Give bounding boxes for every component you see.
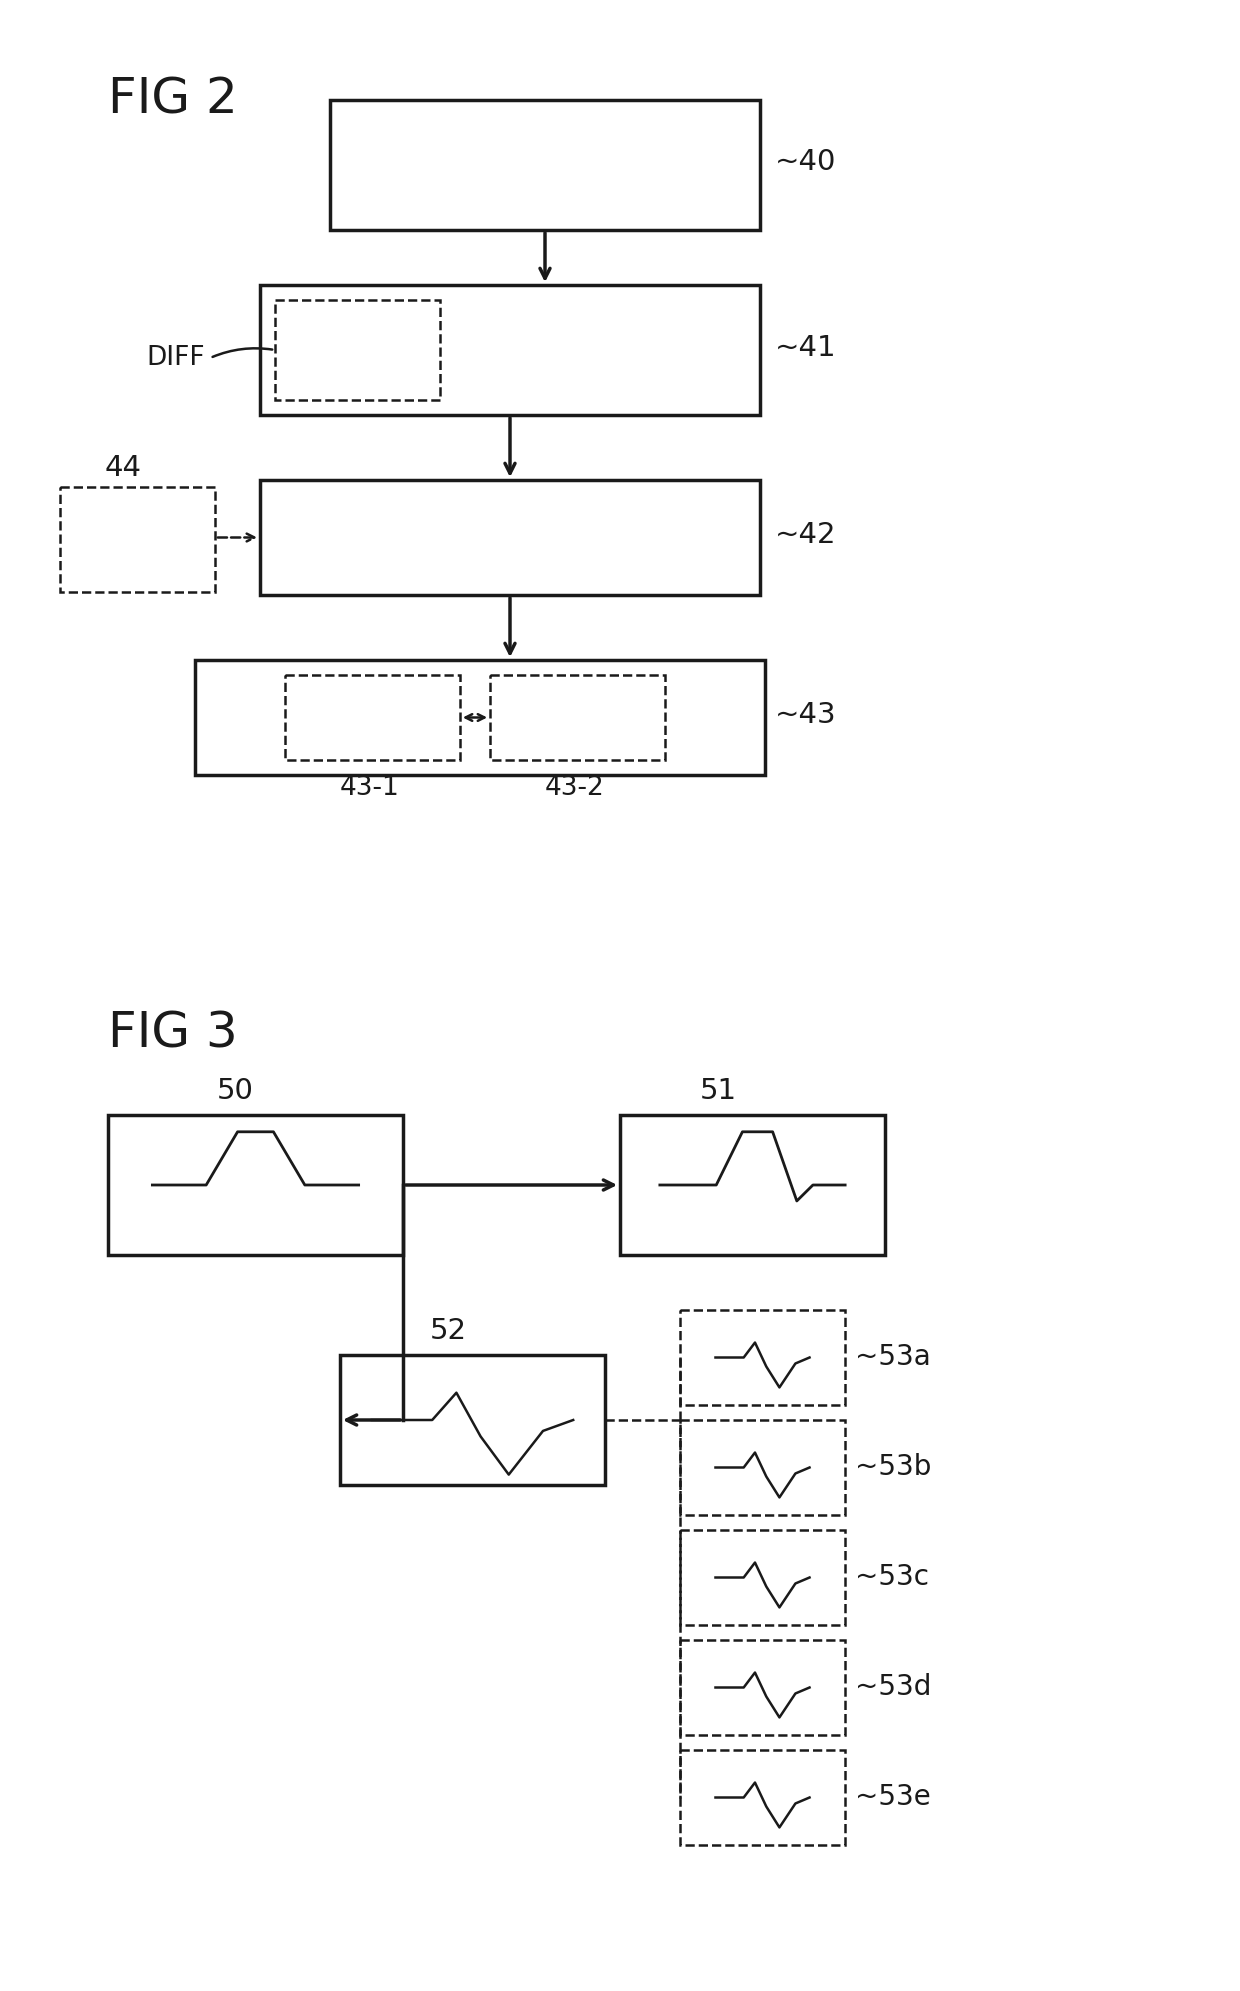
Text: 52: 52	[429, 1316, 466, 1346]
Text: ~43: ~43	[775, 701, 837, 729]
Bar	[285, 675, 460, 761]
Bar	[680, 1420, 844, 1515]
Text: ~53d: ~53d	[856, 1672, 931, 1700]
Text: ~53b: ~53b	[856, 1453, 931, 1481]
Text: DIFF: DIFF	[146, 344, 205, 370]
Text: ~53e: ~53e	[856, 1784, 931, 1812]
Text: 44: 44	[105, 454, 143, 482]
Bar	[680, 1310, 844, 1406]
Text: 43-1: 43-1	[340, 774, 399, 800]
Text: ~41: ~41	[775, 334, 837, 362]
Text: 51: 51	[699, 1077, 737, 1105]
Text: ~53a: ~53a	[856, 1344, 931, 1372]
Text: FIG 2: FIG 2	[108, 76, 238, 123]
Bar	[260, 285, 760, 414]
Text: 50: 50	[217, 1077, 253, 1105]
Text: ~42: ~42	[775, 522, 837, 550]
Bar	[195, 659, 765, 774]
Bar	[330, 100, 760, 231]
Bar	[680, 1750, 844, 1846]
Bar	[680, 1529, 844, 1625]
Bar	[340, 1356, 605, 1485]
Bar	[490, 675, 665, 761]
Bar	[260, 480, 760, 595]
Bar	[680, 1641, 844, 1734]
Text: ~40: ~40	[775, 147, 836, 175]
Text: FIG 3: FIG 3	[108, 1009, 238, 1057]
Bar	[60, 488, 215, 591]
Bar	[108, 1115, 403, 1254]
Bar	[620, 1115, 885, 1254]
Text: 43-2: 43-2	[546, 774, 605, 800]
Bar	[275, 301, 440, 400]
Text: ~53c: ~53c	[856, 1563, 929, 1591]
